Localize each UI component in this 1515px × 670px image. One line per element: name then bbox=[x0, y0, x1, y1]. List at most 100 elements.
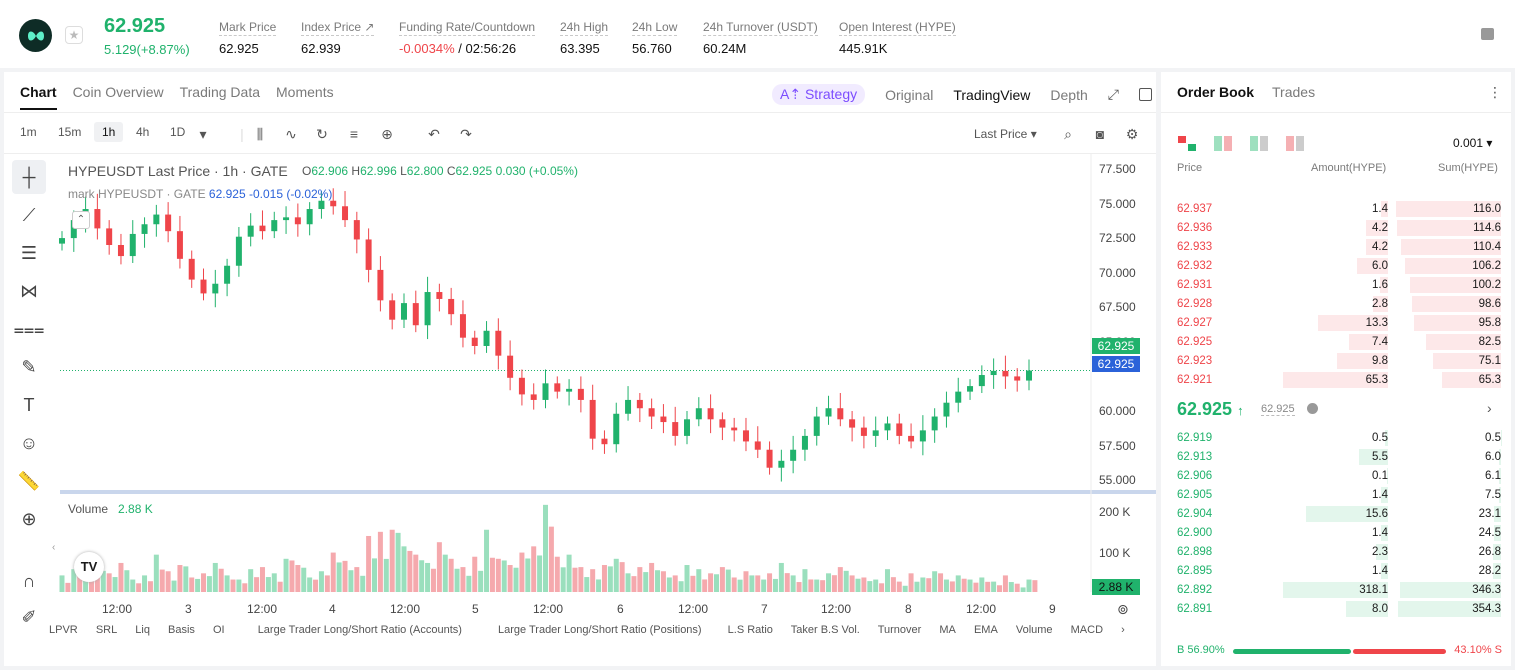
tab-chart[interactable]: Chart bbox=[20, 84, 57, 110]
bid-row[interactable]: 62.905 1.4 7.5 bbox=[1161, 486, 1511, 504]
templates-icon[interactable]: ≡ bbox=[346, 126, 362, 142]
redo-icon[interactable]: ↷ bbox=[458, 126, 474, 142]
text-icon[interactable]: T bbox=[12, 388, 46, 422]
search-icon[interactable]: ⌕ bbox=[1060, 126, 1076, 142]
bid-row[interactable]: 62.900 1.4 24.5 bbox=[1161, 524, 1511, 542]
camera-icon[interactable]: ◙ bbox=[1092, 126, 1108, 142]
gear-icon[interactable]: ⚙ bbox=[1124, 126, 1140, 142]
indicator-macd[interactable]: MACD bbox=[1071, 624, 1103, 636]
col-amount: Amount(HYPE) bbox=[1311, 162, 1386, 174]
ask-row[interactable]: 62.928 2.8 98.6 bbox=[1161, 295, 1511, 313]
indicator-large-trader-positions[interactable]: Large Trader Long/Short Ratio (Positions… bbox=[498, 624, 702, 636]
indicator-basis[interactable]: Basis bbox=[168, 624, 195, 636]
add-alert-icon[interactable]: ⊕ bbox=[379, 126, 395, 142]
ask-row[interactable]: 62.937 1.4 116.0 bbox=[1161, 200, 1511, 218]
indicator-srl[interactable]: SRL bbox=[96, 624, 117, 636]
magnet-icon[interactable]: ∩ bbox=[12, 564, 46, 598]
indicator-taker-bs[interactable]: Taker B.S Vol. bbox=[791, 624, 860, 636]
tab-trading-data[interactable]: Trading Data bbox=[180, 84, 260, 110]
fib-icon[interactable]: ⩶ bbox=[12, 312, 46, 346]
view-bids-icon[interactable] bbox=[1250, 136, 1268, 151]
indicator-large-trader-accounts[interactable]: Large Trader Long/Short Ratio (Accounts) bbox=[258, 624, 462, 636]
candle bbox=[814, 417, 820, 436]
crosshair-icon[interactable]: ┼ bbox=[12, 160, 46, 194]
ask-row[interactable]: 62.932 6.0 106.2 bbox=[1161, 257, 1511, 275]
ruler-icon[interactable]: 📏 bbox=[12, 464, 46, 498]
trendline-icon[interactable]: ⟋ bbox=[12, 198, 46, 232]
timeframe-1h[interactable]: 1h bbox=[94, 122, 123, 142]
bid-row[interactable]: 62.891 8.0 354.3 bbox=[1161, 600, 1511, 618]
ask-row[interactable]: 62.931 1.6 100.2 bbox=[1161, 276, 1511, 294]
view-split-icon[interactable] bbox=[1214, 136, 1232, 151]
indicator-turnover[interactable]: Turnover bbox=[878, 624, 922, 636]
expand-icon[interactable]: ⤢ bbox=[1108, 86, 1119, 103]
replay-icon[interactable]: ↻ bbox=[314, 126, 330, 142]
chevron-left-icon[interactable]: ‹ bbox=[52, 542, 55, 553]
tab-trades[interactable]: Trades bbox=[1272, 84, 1315, 100]
indicator-volume[interactable]: Volume bbox=[1016, 624, 1053, 636]
stat-label[interactable]: Mark Price bbox=[219, 20, 276, 36]
bid-row[interactable]: 62.904 15.6 23.1 bbox=[1161, 505, 1511, 523]
pencil-lock-icon[interactable]: ✐ bbox=[12, 600, 46, 634]
bid-row[interactable]: 62.898 2.3 26.8 bbox=[1161, 543, 1511, 561]
tick-size-select[interactable]: 0.001 ▾ bbox=[1453, 136, 1492, 150]
indicators-icon[interactable]: ∿ bbox=[283, 126, 299, 142]
ask-row[interactable]: 62.933 4.2 110.4 bbox=[1161, 238, 1511, 256]
view-both-icon[interactable] bbox=[1178, 136, 1196, 151]
indicator-liq[interactable]: Liq bbox=[135, 624, 150, 636]
ask-row[interactable]: 62.927 13.3 95.8 bbox=[1161, 314, 1511, 332]
zoom-in-icon[interactable]: ⊕ bbox=[12, 502, 46, 536]
ask-row[interactable]: 62.936 4.2 114.6 bbox=[1161, 219, 1511, 237]
horizontal-lines-icon[interactable]: ☰ bbox=[12, 236, 46, 270]
tab-coin-overview[interactable]: Coin Overview bbox=[73, 84, 164, 110]
bid-row[interactable]: 62.913 5.5 6.0 bbox=[1161, 448, 1511, 466]
collapse-legend-button[interactable]: ⌃ bbox=[72, 211, 90, 229]
price-source-select[interactable]: Last Price ▾ bbox=[974, 127, 1037, 141]
bid-row[interactable]: 62.906 0.1 6.1 bbox=[1161, 467, 1511, 485]
ask-row[interactable]: 62.925 7.4 82.5 bbox=[1161, 333, 1511, 351]
stat-label[interactable]: Funding Rate/Countdown bbox=[399, 20, 535, 36]
indicator-ls-ratio[interactable]: L.S Ratio bbox=[728, 624, 773, 636]
indicator-ema[interactable]: EMA bbox=[974, 624, 998, 636]
emoji-icon[interactable]: ☺ bbox=[12, 426, 46, 460]
volume-bar bbox=[873, 580, 878, 592]
stat-label[interactable]: Index Price ↗ bbox=[301, 20, 374, 36]
favorite-star-icon[interactable]: ★ bbox=[65, 26, 83, 44]
row-amount: 1.4 bbox=[1372, 527, 1388, 539]
indicator-lpvr[interactable]: LPVR bbox=[49, 624, 78, 636]
view-asks-icon[interactable] bbox=[1286, 136, 1304, 151]
tab-original[interactable]: Original bbox=[885, 87, 933, 103]
book-icon[interactable] bbox=[1481, 28, 1494, 40]
indicator-ma[interactable]: MA bbox=[939, 624, 956, 636]
timeframe-1m[interactable]: 1m bbox=[20, 125, 37, 139]
row-price: 62.925 bbox=[1177, 336, 1212, 348]
tab-moments[interactable]: Moments bbox=[276, 84, 334, 110]
stat-label[interactable]: Open Interest (HYPE) bbox=[839, 20, 956, 36]
timeframe-1d[interactable]: 1D bbox=[170, 125, 185, 139]
indicator-oi[interactable]: OI bbox=[213, 624, 225, 636]
candle-type-icon[interactable]: ⫼ bbox=[252, 126, 268, 142]
volume-bar bbox=[631, 576, 636, 592]
tab-tradingview[interactable]: TradingView bbox=[953, 87, 1030, 103]
tradingview-logo-icon[interactable]: TV bbox=[74, 552, 104, 582]
price-chart[interactable] bbox=[4, 72, 1156, 666]
ask-row[interactable]: 62.923 9.8 75.1 bbox=[1161, 352, 1511, 370]
pattern-icon[interactable]: ⋈ bbox=[12, 274, 46, 308]
tab-depth[interactable]: Depth bbox=[1050, 87, 1087, 103]
timeframe-15m[interactable]: 15m bbox=[58, 125, 81, 139]
strategy-button[interactable]: A⇡ Strategy bbox=[772, 84, 865, 105]
bid-row[interactable]: 62.919 0.5 0.5 bbox=[1161, 429, 1511, 447]
chevron-right-icon[interactable]: › bbox=[1487, 400, 1492, 416]
chart-settings-icon[interactable]: ⊚ bbox=[1117, 601, 1129, 618]
chevron-down-icon[interactable]: ▾ bbox=[195, 126, 211, 142]
bid-row[interactable]: 62.895 1.4 28.2 bbox=[1161, 562, 1511, 580]
bid-row[interactable]: 62.892 318.1 346.3 bbox=[1161, 581, 1511, 599]
ask-row[interactable]: 62.921 65.3 65.3 bbox=[1161, 371, 1511, 389]
undo-icon[interactable]: ↶ bbox=[426, 126, 442, 142]
tab-order-book[interactable]: Order Book bbox=[1177, 84, 1254, 100]
more-menu-icon[interactable]: ⋮ bbox=[1488, 84, 1502, 101]
chevron-right-icon[interactable]: › bbox=[1121, 624, 1125, 636]
brush-icon[interactable]: ✎ bbox=[12, 350, 46, 384]
popout-icon[interactable] bbox=[1139, 88, 1152, 101]
timeframe-4h[interactable]: 4h bbox=[136, 125, 149, 139]
